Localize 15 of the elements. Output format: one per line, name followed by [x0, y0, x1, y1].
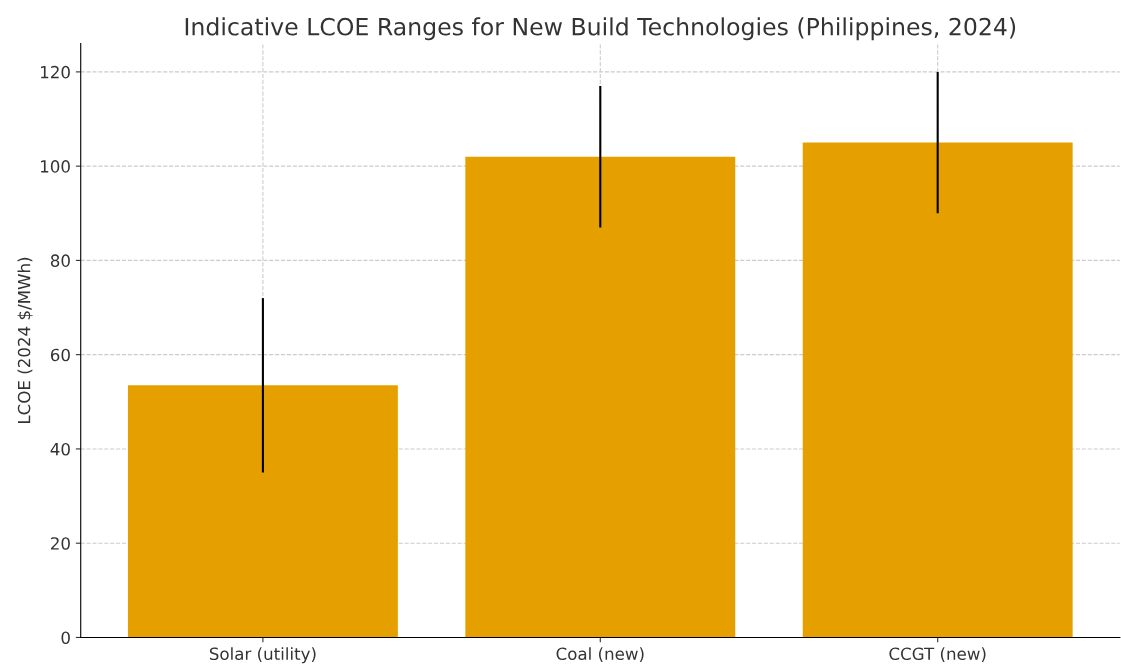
- chart-title: Indicative LCOE Ranges for New Build Technologies (Philippines, 2024): [185, 17, 1016, 41]
- y-tick-label: 40: [50, 442, 70, 456]
- y-axis-title: LCOE (2024 $/MWh): [17, 257, 33, 424]
- y-tick-label: 60: [50, 348, 70, 362]
- y-tick-label: 80: [50, 254, 70, 267]
- x-tick-label: CCGT (new): [889, 647, 986, 663]
- x-tick-label: Coal (new): [556, 647, 644, 663]
- bar: [127, 385, 398, 638]
- y-tick-label: 0: [61, 631, 70, 645]
- bar: [465, 156, 736, 638]
- y-tick-label: 20: [51, 537, 70, 550]
- bar: [802, 142, 1073, 638]
- x-tick-label: Solar (utility): [209, 647, 316, 664]
- y-tick-label: 100: [41, 160, 70, 173]
- y-tick-label: 120: [41, 65, 70, 79]
